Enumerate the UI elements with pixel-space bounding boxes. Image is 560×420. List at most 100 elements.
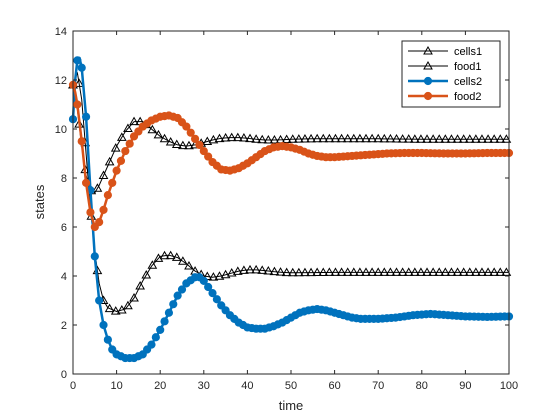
series-marker-cells1 [397, 267, 408, 276]
series-marker-food1 [251, 134, 261, 143]
series-marker-cells1 [489, 267, 500, 276]
series-marker-food2 [121, 146, 130, 156]
series-marker-food1 [214, 133, 225, 143]
series-marker-cells1 [452, 267, 463, 276]
series-marker-cells2 [103, 335, 112, 344]
series-marker-cells2 [160, 317, 169, 326]
y-tick-label: 2 [61, 320, 67, 332]
series-marker-cells1 [214, 271, 225, 280]
series-marker-cells2 [147, 340, 156, 349]
series-marker-cells1 [232, 266, 243, 275]
series-marker-cells1 [367, 267, 377, 276]
series-marker-food1 [361, 133, 371, 143]
series-marker-food1 [245, 133, 255, 143]
series-marker-cells1 [220, 269, 231, 279]
series-marker-cells1 [74, 78, 84, 87]
x-tick-label: 100 [500, 380, 518, 392]
series-marker-food2 [125, 139, 134, 148]
series-marker-cells1 [385, 267, 396, 276]
legend-marker-food1 [423, 60, 433, 70]
series-marker-cells1 [318, 267, 329, 276]
x-tick-label: 60 [328, 380, 340, 392]
legend-marker-cells2 [423, 76, 433, 86]
series-marker-food1 [446, 134, 457, 143]
series-marker-cells1 [440, 267, 451, 276]
series-marker-food1 [477, 134, 487, 143]
legend-marker-cells1 [423, 45, 433, 55]
series-marker-cells2 [95, 296, 104, 305]
series-marker-food1 [342, 133, 353, 143]
series-marker-food1 [495, 134, 506, 143]
series-food1 [68, 79, 512, 195]
series-marker-cells1 [293, 267, 304, 277]
series-marker-food2 [95, 218, 104, 227]
series-marker-food1 [464, 134, 475, 143]
x-tick-label: 90 [459, 380, 471, 392]
series-marker-cells2 [212, 295, 221, 304]
series-marker-food1 [287, 134, 298, 143]
series-marker-food1 [178, 140, 188, 150]
series-marker-cells1 [184, 260, 194, 270]
x-tick-label: 40 [241, 380, 253, 392]
series-marker-cells2 [77, 63, 86, 72]
series-marker-cells2 [151, 333, 160, 342]
x-tick-label: 80 [416, 380, 428, 392]
series-marker-cells1 [287, 267, 298, 277]
series-marker-food1 [123, 123, 133, 133]
series-marker-cells1 [129, 293, 139, 302]
series-marker-cells1 [208, 272, 219, 281]
series-marker-cells2 [173, 291, 182, 300]
tick-layer: 0 10 20 30 40 50 60 70 80 90 100 0 2 4 6 8 10 12 14 [55, 26, 518, 392]
series-marker-food1 [184, 140, 194, 150]
series-marker-food1 [355, 133, 365, 143]
series-marker-food1 [202, 136, 213, 145]
series-marker-cells1 [275, 267, 286, 276]
series-marker-food1 [385, 133, 396, 143]
series-marker-cells1 [226, 268, 237, 277]
series-marker-food1 [226, 132, 237, 142]
series-marker-food1 [153, 129, 164, 139]
series-marker-food1 [269, 134, 280, 144]
legend-marker-food2 [423, 91, 433, 101]
series-marker-food2 [99, 205, 108, 214]
series-marker-food1 [483, 134, 493, 143]
series-marker-food1 [397, 134, 408, 143]
y-tick-label: 6 [61, 222, 67, 234]
series-marker-cells1 [416, 267, 426, 276]
series-marker-food1 [208, 134, 219, 144]
series-marker-cells2 [81, 112, 91, 121]
y-tick-label: 10 [55, 124, 67, 136]
series-marker-food1 [367, 133, 377, 143]
series-marker-food1 [257, 134, 268, 144]
x-tick-label: 10 [110, 380, 122, 392]
series-marker-cells1 [104, 303, 115, 313]
y-tick-label: 4 [61, 271, 67, 283]
series-marker-cells1 [116, 305, 127, 314]
series-marker-food1 [165, 136, 176, 146]
series-marker-cells1 [159, 250, 170, 260]
series-marker-food2 [116, 156, 126, 165]
series-marker-food1 [129, 116, 139, 126]
series-marker-cells1 [245, 264, 255, 274]
y-axis-label: states [32, 184, 47, 219]
series-marker-food1 [428, 134, 438, 143]
series-marker-food1 [159, 133, 170, 143]
y-tick-label: 0 [61, 369, 67, 381]
series-marker-cells1 [141, 270, 152, 279]
legend-label-cells2: cells2 [454, 76, 482, 88]
series-marker-cells2 [169, 300, 178, 309]
series-marker-food1 [348, 133, 359, 143]
series-marker-food1 [116, 132, 127, 141]
series-marker-cells2 [199, 276, 208, 285]
series-marker-cells1 [355, 267, 365, 276]
series-marker-food1 [373, 133, 384, 143]
series-marker-food1 [312, 133, 323, 143]
series-marker-cells2 [208, 289, 217, 298]
series-marker-food2 [112, 166, 121, 175]
series-marker-food1 [471, 134, 481, 143]
series-marker-cells1 [110, 306, 121, 315]
series-marker-food1 [232, 132, 243, 142]
series-marker-cells1 [464, 267, 475, 276]
series-marker-food2 [103, 191, 112, 200]
series-marker-food2 [77, 137, 86, 146]
